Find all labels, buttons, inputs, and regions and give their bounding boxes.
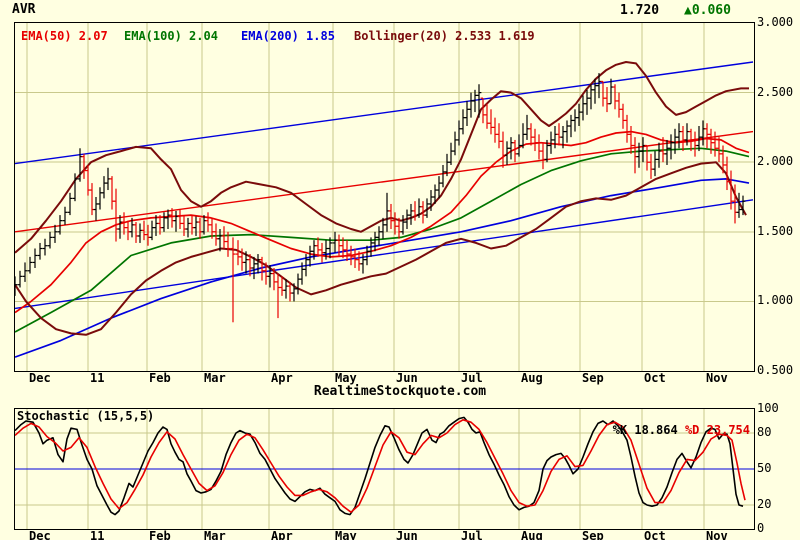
price-tick-label: 1.500 xyxy=(757,223,794,238)
month-label: Nov xyxy=(706,371,728,385)
legend-ema50: EMA(50) 2.07 xyxy=(21,29,108,43)
price-change: ▲0.060 xyxy=(684,3,731,18)
month-label: May xyxy=(335,529,357,540)
stoch-tick-label: 50 xyxy=(757,461,772,475)
month-label: Feb xyxy=(149,529,171,540)
month-label: Feb xyxy=(149,371,171,385)
stoch-d-value: 23.754 xyxy=(706,423,750,437)
legend-ema200: EMA(200) 1.85 xyxy=(241,29,335,43)
month-label: Sep xyxy=(582,371,604,385)
price-tick-label: 3.000 xyxy=(757,15,794,29)
month-label: Aug xyxy=(521,371,543,385)
stochastic-readout: %K 18.864 %D 23.754 xyxy=(460,409,750,451)
stoch-d-label: %D xyxy=(684,423,700,437)
month-label: Dec xyxy=(29,371,51,385)
stoch-tick-label: 20 xyxy=(757,497,772,511)
month-label: Dec xyxy=(29,529,51,540)
main-chart-panel: EMA(50) 2.07 EMA(100) 2.04 EMA(200) 1.85… xyxy=(14,22,755,372)
price-tick-label: 1.000 xyxy=(757,293,794,308)
watermark: RealtimeStockquote.com xyxy=(313,384,487,399)
main-chart-svg xyxy=(15,23,754,371)
indicator-legend: EMA(50) 2.07 EMA(100) 2.04 EMA(200) 1.85… xyxy=(15,29,754,43)
month-label: May xyxy=(335,371,357,385)
month-label: Jul xyxy=(461,371,483,385)
stoch-tick-label: 0 xyxy=(757,521,765,535)
month-label: Jun xyxy=(396,371,418,385)
stoch-k-value: 18.864 xyxy=(634,423,678,437)
month-label: Sep xyxy=(582,529,604,540)
stoch-k-label: %K xyxy=(612,423,628,437)
stochastic-svg xyxy=(15,409,754,529)
month-label: Mar xyxy=(204,371,226,385)
ticker-symbol: AVR xyxy=(12,2,36,17)
month-label: Mar xyxy=(204,529,226,540)
month-label: Jul xyxy=(461,529,483,540)
month-label: Oct xyxy=(644,529,666,540)
price-tick-label: 0.500 xyxy=(757,363,794,377)
stoch-tick-label: 80 xyxy=(757,425,772,439)
legend-bollinger: Bollinger(20) 2.533 1.619 xyxy=(354,29,535,43)
month-label: Apr xyxy=(271,529,293,540)
price-tick-label: 2.000 xyxy=(757,154,794,169)
stochastic-panel xyxy=(14,408,755,530)
month-label: Apr xyxy=(271,371,293,385)
price-tick-label: 2.500 xyxy=(757,84,794,99)
stochastic-title: Stochastic (15,5,5) xyxy=(17,409,155,423)
month-label: Aug xyxy=(521,529,543,540)
stoch-tick-label: 100 xyxy=(757,401,779,415)
last-price: 1.720 xyxy=(620,3,660,18)
legend-ema100: EMA(100) 2.04 xyxy=(124,29,218,43)
month-label: Jun xyxy=(396,529,418,540)
month-label: Nov xyxy=(706,529,728,540)
month-label: 11 xyxy=(90,371,105,385)
month-label: 11 xyxy=(90,529,105,540)
month-label: Oct xyxy=(644,371,666,385)
